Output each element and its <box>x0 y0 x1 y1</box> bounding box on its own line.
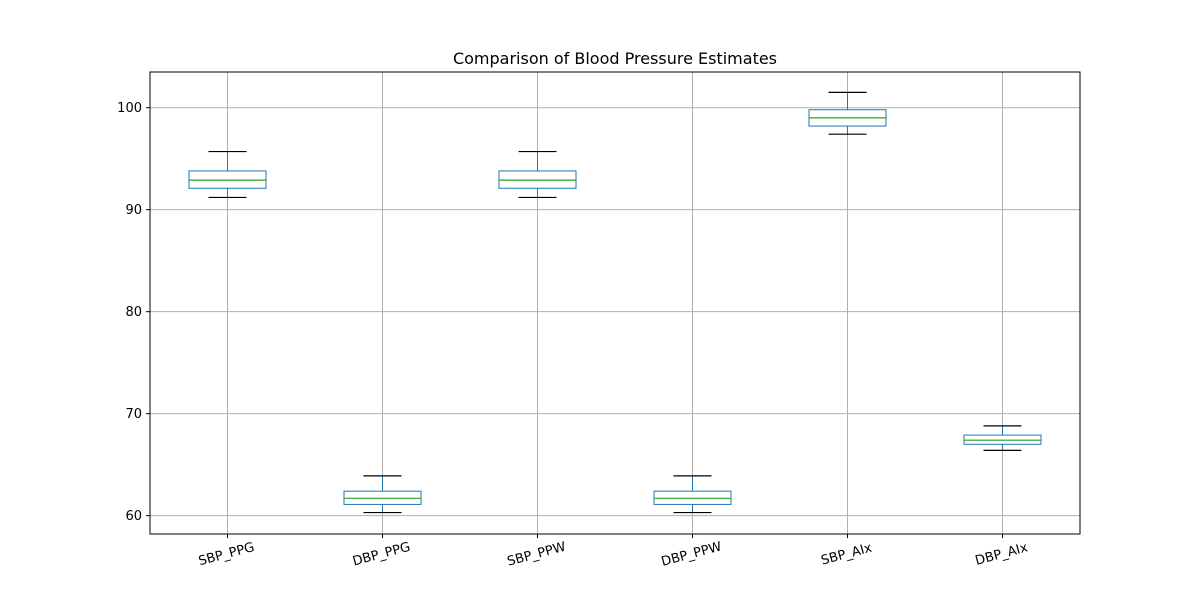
y-tick-label: 90 <box>125 203 142 218</box>
box-sbp-ppw <box>498 150 577 199</box>
box-dbp-aix <box>963 425 1042 451</box>
box-sbp-ppg <box>188 150 267 199</box>
box-layer <box>188 91 1042 514</box>
plot-area-frame <box>149 71 1081 535</box>
y-tick-label: 80 <box>125 305 142 320</box>
y-tick-label: 100 <box>117 101 142 116</box>
y-tick-label: 60 <box>125 509 142 524</box>
grid-layer <box>150 72 1080 534</box>
box-dbp-ppw <box>653 475 732 514</box>
box-sbp-aix <box>808 91 887 135</box>
chart-title: Comparison of Blood Pressure Estimates <box>453 49 777 68</box>
box-dbp-ppg <box>343 475 422 514</box>
y-tick-label: 70 <box>125 407 142 422</box>
